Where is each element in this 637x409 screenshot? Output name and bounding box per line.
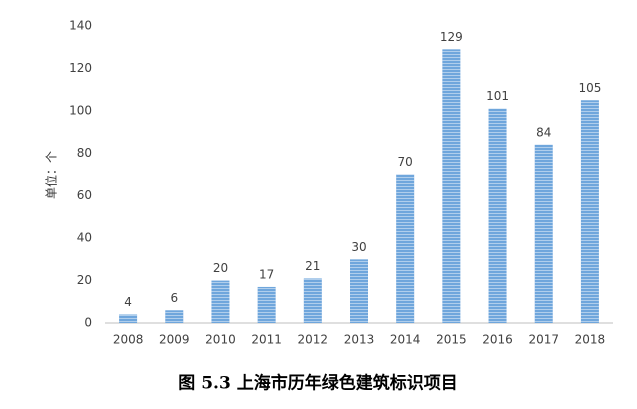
bar-texture (165, 310, 184, 323)
value-label: 6 (170, 291, 178, 305)
bar-texture (257, 286, 276, 323)
value-label: 21 (305, 259, 320, 273)
value-label: 129 (440, 30, 463, 44)
value-label: 17 (259, 267, 274, 281)
value-label: 101 (486, 89, 509, 103)
y-tick-label: 80 (77, 146, 92, 160)
x-tick-label: 2014 (390, 333, 421, 347)
x-tick-label: 2013 (344, 333, 375, 347)
y-tick-label: 0 (84, 316, 92, 330)
y-tick-label: 140 (69, 19, 92, 33)
bar-texture (350, 259, 368, 323)
x-tick-label: 2017 (528, 333, 559, 347)
y-tick-label: 60 (77, 188, 92, 202)
bar-texture (488, 108, 507, 323)
bar-texture (534, 144, 553, 323)
bar-texture (580, 100, 599, 323)
y-tick-label: 120 (69, 61, 92, 75)
value-label: 105 (578, 81, 601, 95)
bar-texture (211, 280, 230, 323)
x-tick-label: 2012 (298, 333, 329, 347)
bar-texture (396, 174, 415, 323)
y-tick-label: 20 (77, 273, 92, 287)
value-label: 84 (536, 125, 551, 139)
value-label: 4 (124, 295, 132, 309)
x-tick-label: 2011 (251, 333, 282, 347)
x-tick-label: 2009 (159, 333, 190, 347)
y-tick-label: 40 (77, 231, 92, 245)
y-tick-label: 100 (69, 103, 92, 117)
chart-title: 图 5.3 上海市历年绿色建筑标识项目 (178, 373, 457, 394)
bar-texture (119, 314, 138, 323)
x-tick-label: 2015 (436, 333, 467, 347)
x-tick-label: 2010 (205, 333, 236, 347)
bar-texture (303, 278, 322, 323)
x-tick-label: 2018 (575, 333, 606, 347)
value-label: 20 (213, 261, 228, 275)
x-tick-label: 2016 (482, 333, 513, 347)
y-axis-label: 单位：个 (44, 151, 59, 199)
bar-texture (442, 49, 461, 323)
value-label: 30 (351, 240, 366, 254)
value-label: 70 (398, 155, 413, 169)
x-tick-label: 2008 (113, 333, 144, 347)
